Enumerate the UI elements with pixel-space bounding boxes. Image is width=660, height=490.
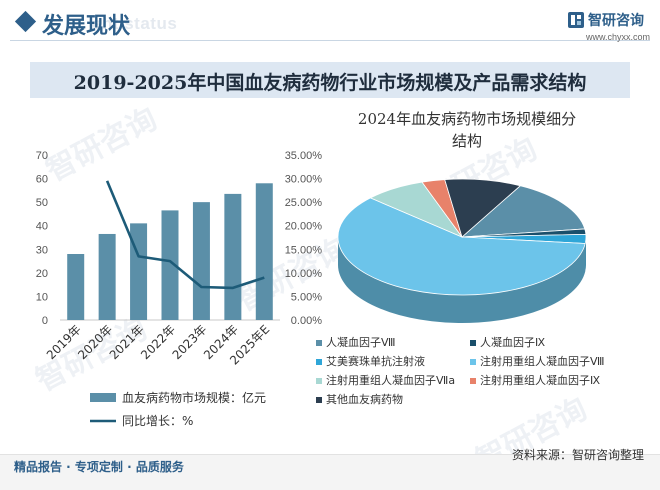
page-header: ent status 发展现状 智研咨询 www.chyxx.com: [0, 0, 660, 44]
pie-legend-swatch: [470, 359, 476, 365]
bar: [67, 254, 85, 320]
chart-title: 2019-2025年中国血友病药物行业市场规模及产品需求结构: [73, 72, 587, 94]
pie-legend-swatch: [316, 359, 322, 365]
pie-legend-swatch: [470, 340, 476, 346]
header-divider: [10, 40, 650, 41]
y-axis-tick-label: 60: [36, 174, 48, 186]
bar: [192, 202, 210, 320]
pie-legend-label: 注射用重组人凝血因子Ⅶa: [326, 373, 455, 387]
y2-axis-tick-label: 20.00%: [285, 221, 323, 233]
pie-legend-swatch: [316, 340, 322, 346]
y-axis-tick-label: 30: [36, 244, 48, 256]
pie-legend-label: 注射用重组人凝血因子Ⅷ: [480, 354, 605, 368]
pie-legend-label: 其他血友病药物: [326, 392, 403, 406]
y2-axis-tick-label: 5.00%: [291, 291, 322, 303]
legend-label-bar: 血友病药物市场规模：亿元: [122, 390, 266, 405]
pie-chart-title: 2024年血友病药物市场规模细分 结构: [352, 108, 582, 152]
y2-axis-tick-label: 0.00%: [291, 315, 322, 327]
line-series: [105, 180, 265, 290]
pie-legend-swatch: [316, 397, 322, 403]
bar: [224, 193, 242, 320]
page-title: 发展现状: [42, 14, 131, 39]
pie-legend-label: 人凝血因子Ⅸ: [480, 335, 545, 349]
y2-axis-tick-label: 10.00%: [285, 268, 323, 280]
bar: [130, 223, 148, 320]
bar: [161, 210, 179, 320]
chart-title-band: 2019-2025年中国血友病药物行业市场规模及产品需求结构: [30, 62, 630, 98]
header-subtitle-en: ent status: [92, 14, 178, 33]
y2-axis-tick-label: 15.00%: [285, 244, 323, 256]
pie-title-line-1: 2024年血友病药物市场规模细分: [357, 110, 577, 128]
pie-title-line-2: 结构: [451, 132, 482, 150]
y-axis-tick-label: 0: [42, 315, 48, 327]
footer-bar: [0, 455, 660, 490]
legend-label-line: 同比增长：%: [122, 414, 193, 428]
pie-slice: [444, 178, 522, 238]
pie-slice: [337, 197, 586, 296]
y-axis-tick-label: 50: [36, 197, 48, 209]
pie-side-layer: [338, 237, 586, 324]
pie-legend-swatch: [470, 378, 476, 384]
footer-divider: [0, 454, 660, 455]
brand-logo-icon: [568, 12, 584, 28]
y-axis-tick-label: 70: [36, 150, 48, 162]
pie-slice: [460, 185, 586, 238]
bar: [255, 183, 273, 320]
bar: [98, 233, 116, 320]
data-source: 资料来源：智研咨询整理: [511, 448, 644, 462]
y-axis-tick-label: 40: [36, 221, 48, 233]
legend-swatch-bar: [90, 393, 116, 402]
y-axis-tick-label: 20: [36, 268, 48, 280]
footer-slogan: 精品报告 · 专项定制 · 品质服务: [14, 460, 184, 474]
pie-slice-side: [338, 237, 586, 324]
pie-slice-side: [585, 237, 586, 272]
y2-axis-tick-label: 30.00%: [285, 174, 323, 186]
pie-legend-label: 人凝血因子Ⅷ: [326, 335, 396, 349]
pie-legend-label: 注射用重组人凝血因子Ⅸ: [480, 373, 600, 387]
pie-top-layer: [337, 178, 587, 296]
brand-name: 智研咨询: [588, 13, 644, 29]
pie-legend-label: 艾美赛珠单抗注射液: [326, 354, 425, 368]
y2-axis-tick-label: 25.00%: [285, 197, 323, 209]
y2-axis-tick-label: 35.00%: [285, 150, 323, 162]
pie-legend-swatch: [316, 378, 322, 384]
y-axis-tick-label: 10: [36, 291, 48, 303]
brand-url: www.chyxx.com: [586, 32, 651, 42]
